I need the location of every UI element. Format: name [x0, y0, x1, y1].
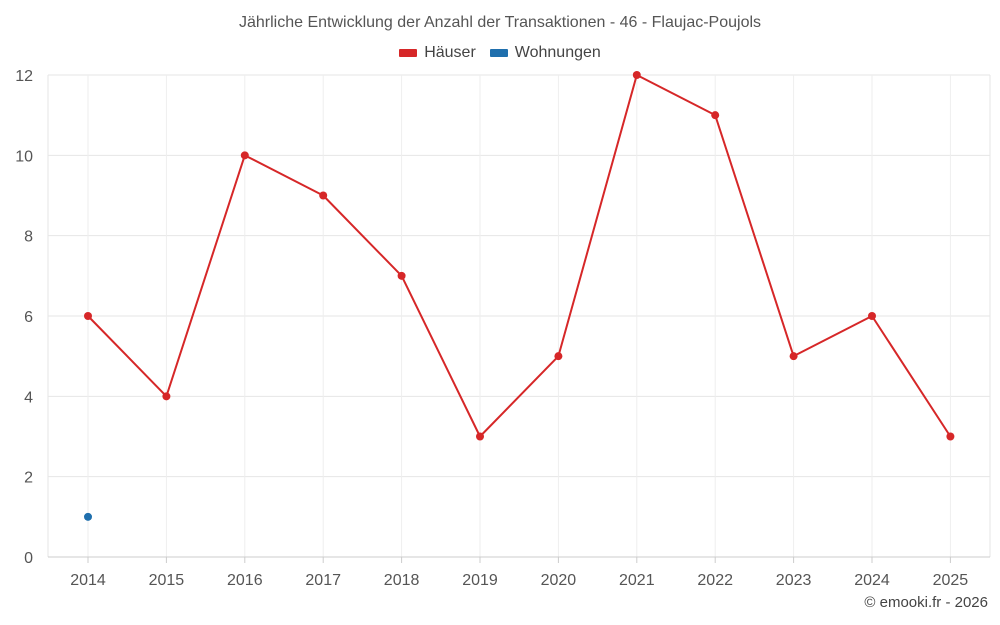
data-point-0	[319, 191, 328, 200]
data-point-0	[868, 312, 876, 320]
data-point-0	[789, 352, 798, 361]
legend-item-houses[interactable]: Häuser	[399, 44, 476, 62]
y-tick-label: 12	[15, 68, 33, 85]
x-tick-label: 2022	[697, 572, 733, 589]
data-point-0	[84, 312, 92, 320]
data-point-1	[84, 512, 92, 521]
y-tick-label: 2	[24, 470, 33, 487]
x-tick-label: 2025	[933, 572, 969, 589]
legend-label-houses: Häuser	[424, 44, 476, 61]
data-point-0	[554, 352, 563, 361]
data-point-0	[476, 432, 484, 441]
data-point-0	[240, 151, 249, 160]
y-tick-label: 8	[24, 229, 33, 246]
chart-legend: Häuser Wohnungen	[0, 44, 1000, 62]
legend-label-apartments: Wohnungen	[514, 44, 601, 61]
x-tick-label: 2015	[149, 572, 185, 589]
x-tick-label: 2019	[462, 572, 498, 589]
data-point-0	[397, 271, 406, 280]
legend-swatch-houses	[399, 49, 418, 57]
x-tick-label: 2020	[541, 572, 577, 589]
x-tick-label: 2023	[776, 572, 812, 589]
x-tick-label: 2021	[619, 572, 655, 589]
credit-text: © emooki.fr - 2026	[864, 594, 988, 611]
data-point-0	[946, 432, 955, 441]
x-tick-label: 2014	[70, 572, 106, 589]
y-tick-label: 10	[15, 148, 33, 165]
legend-swatch-apartments	[489, 49, 508, 57]
y-tick-label: 6	[24, 309, 33, 326]
x-tick-label: 2016	[227, 572, 263, 589]
series-line-0	[87, 74, 952, 438]
x-tick-label: 2017	[305, 572, 341, 589]
x-tick-label: 2024	[854, 572, 890, 589]
y-tick-label: 0	[24, 550, 33, 567]
y-tick-label: 4	[24, 389, 33, 406]
chart-title: Jährliche Entwicklung der Anzahl der Tra…	[238, 14, 762, 31]
data-point-0	[711, 111, 720, 120]
data-point-0	[162, 392, 171, 401]
x-tick-label: 2018	[384, 572, 420, 589]
legend-item-apartments[interactable]: Wohnungen	[489, 44, 601, 62]
data-point-0	[632, 71, 641, 79]
